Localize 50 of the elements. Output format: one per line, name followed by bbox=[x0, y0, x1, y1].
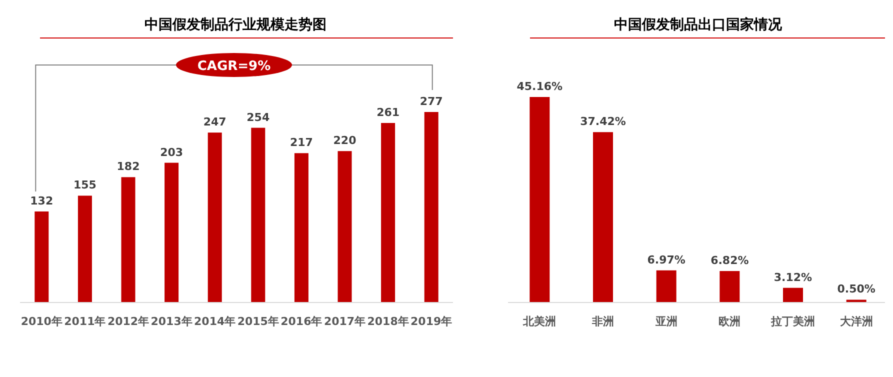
data-label: 254 bbox=[246, 110, 270, 124]
x-tick-label: 北美洲 bbox=[522, 315, 556, 328]
x-tick-label: 欧洲 bbox=[718, 315, 741, 328]
data-label: 277 bbox=[420, 95, 443, 108]
bar bbox=[208, 132, 222, 302]
text: CAGR=9% bbox=[197, 59, 271, 74]
x-tick-label: 2011年 bbox=[64, 315, 106, 328]
data-label: 132 bbox=[30, 194, 54, 208]
bar bbox=[164, 162, 179, 302]
x-tick-label: 2012年 bbox=[107, 315, 150, 328]
bar bbox=[294, 153, 308, 302]
x-tick-label: 非洲 bbox=[591, 315, 614, 328]
bar bbox=[34, 211, 49, 302]
data-label: 45.16% bbox=[516, 80, 563, 93]
data-label: 6.82% bbox=[710, 254, 749, 268]
x-tick-label: 拉丁美洲 bbox=[770, 315, 815, 328]
bar bbox=[78, 196, 92, 302]
bar bbox=[424, 112, 438, 302]
data-label: 220 bbox=[333, 134, 357, 148]
chart-title: 中国假发制品行业规模走势图 bbox=[144, 17, 326, 33]
data-label: 6.97% bbox=[647, 253, 686, 266]
bar bbox=[720, 271, 740, 302]
chart-title: 中国假发制品出口国家情况 bbox=[614, 16, 783, 33]
data-label: 0.50% bbox=[837, 282, 876, 296]
x-tick-label: 2013年 bbox=[150, 315, 192, 328]
data-label: 37.42% bbox=[580, 115, 626, 128]
bar bbox=[338, 151, 352, 302]
data-label: 203 bbox=[160, 146, 184, 159]
bar bbox=[381, 122, 396, 302]
data-label: 182 bbox=[116, 160, 140, 174]
x-tick-label: 2010年 bbox=[20, 315, 62, 328]
x-tick-label: 2015年 bbox=[237, 315, 279, 328]
data-label: 155 bbox=[73, 178, 96, 192]
x-tick-label: 2016年 bbox=[280, 315, 322, 328]
data-label: 261 bbox=[376, 106, 400, 119]
x-tick-label: 2019年 bbox=[410, 315, 452, 328]
bar bbox=[783, 288, 803, 302]
bar bbox=[251, 128, 266, 302]
data-label: 217 bbox=[290, 136, 313, 150]
x-tick-label: 2017年 bbox=[324, 315, 366, 328]
bar bbox=[593, 132, 613, 302]
x-tick-label: 2018年 bbox=[367, 315, 409, 328]
data-label: 247 bbox=[203, 116, 226, 129]
bar bbox=[121, 177, 136, 302]
x-tick-label: 亚洲 bbox=[654, 315, 678, 328]
x-tick-label: 2014年 bbox=[194, 315, 236, 328]
bar bbox=[656, 270, 676, 302]
x-tick-label: 大洋洲 bbox=[840, 315, 873, 328]
data-label: 3.12% bbox=[774, 270, 812, 284]
bar bbox=[530, 97, 550, 302]
